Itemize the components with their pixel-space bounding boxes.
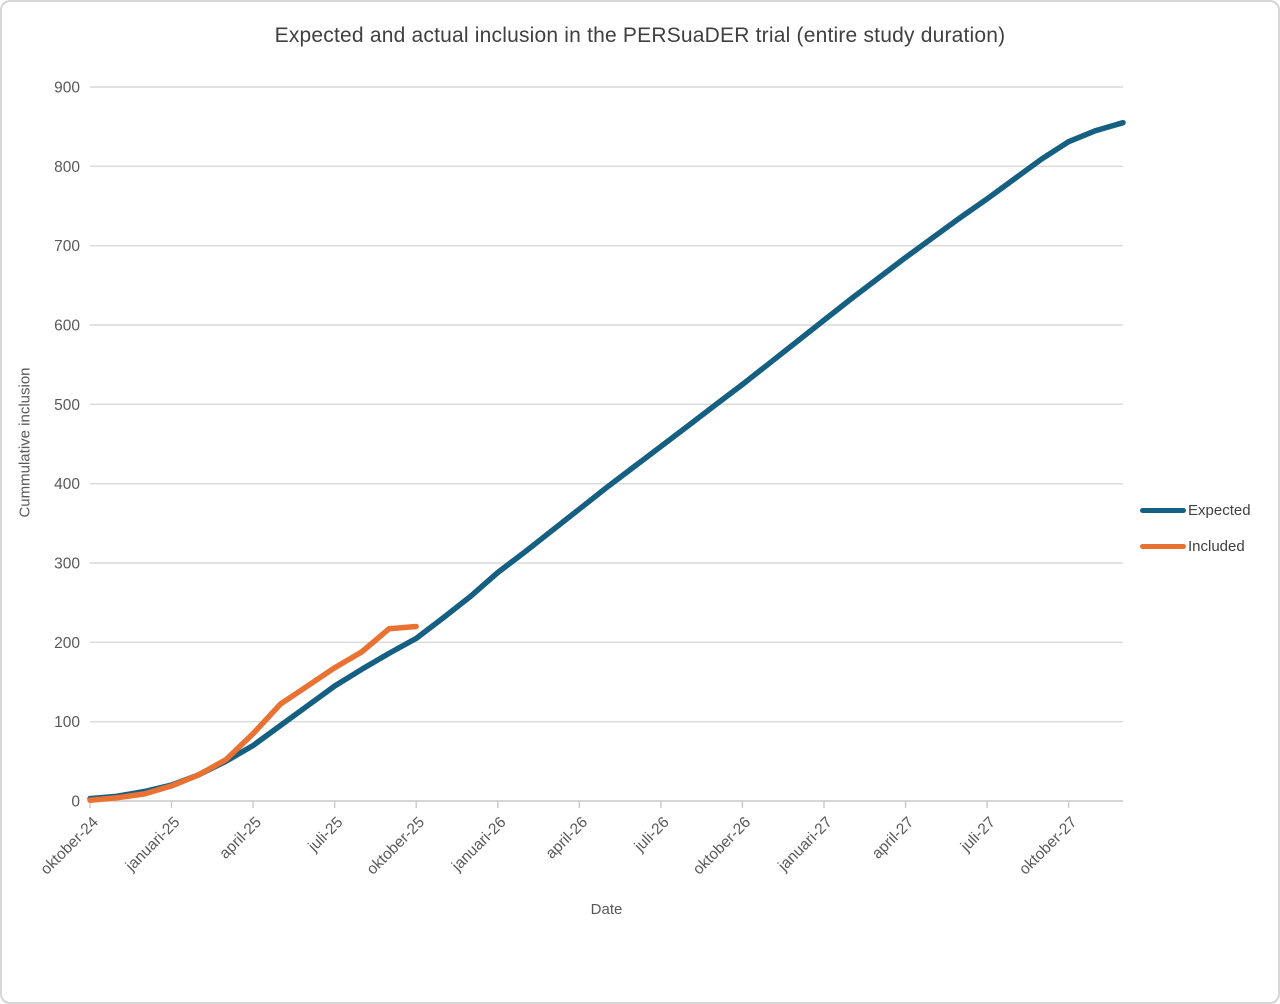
y-tick-label: 900	[54, 80, 80, 97]
x-tick-label: oktober-25	[364, 814, 428, 878]
x-tick-label: juli-25	[305, 814, 347, 856]
y-tick-label: 100	[54, 714, 80, 731]
y-tick-label: 500	[54, 397, 80, 414]
x-tick-label: januari-27	[774, 814, 835, 875]
y-tick-label: 800	[54, 159, 80, 176]
legend-item-expected: Expected	[1140, 500, 1251, 520]
y-tick-label: 0	[71, 794, 80, 811]
x-axis-title: Date	[590, 901, 623, 918]
x-tick-label: januari-25	[122, 814, 183, 875]
y-tick-label: 300	[54, 556, 80, 573]
series-line-expected	[87, 119, 1126, 802]
x-tick-label: april-27	[869, 814, 918, 863]
legend-swatch-expected	[1140, 507, 1186, 513]
y-tick-label: 700	[54, 238, 80, 255]
y-tick-label: 400	[54, 476, 80, 493]
x-tick-label: april-25	[216, 814, 265, 863]
chart-title: Expected and actual inclusion in the PER…	[274, 24, 1006, 47]
x-tick-label: oktober-27	[1016, 814, 1080, 878]
legend-label: Expected	[1188, 501, 1251, 519]
x-tick-label: juli-27	[957, 814, 999, 856]
legend: Expected Included	[1140, 500, 1251, 572]
x-tick-label: januari-26	[448, 814, 509, 875]
y-tick-label: 600	[54, 318, 80, 335]
y-tick-label: 200	[54, 635, 80, 652]
x-tick-label: oktober-26	[690, 814, 754, 878]
legend-swatch-included	[1140, 543, 1186, 549]
x-tick-label: juli-26	[631, 814, 673, 856]
legend-item-included: Included	[1140, 536, 1251, 556]
legend-label: Included	[1188, 537, 1245, 555]
x-tick-label: oktober-24	[37, 814, 102, 879]
series-line-included	[87, 623, 419, 803]
x-tick-label: april-26	[543, 814, 592, 863]
